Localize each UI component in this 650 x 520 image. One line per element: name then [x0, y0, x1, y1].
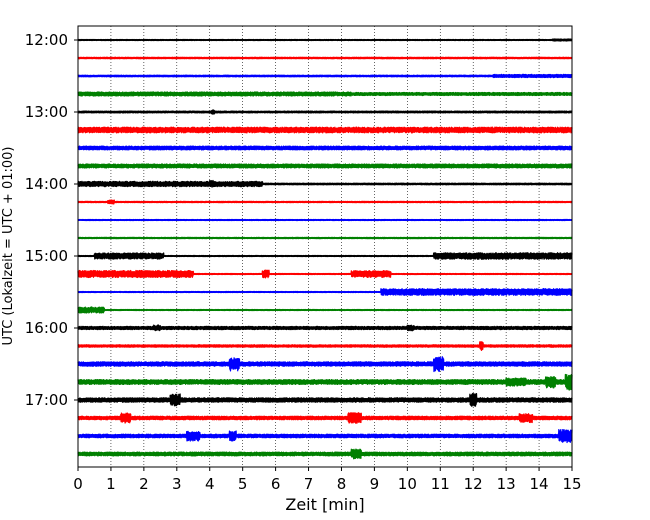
- trace-group: [77, 38, 573, 460]
- x-tick-label: 8: [337, 475, 347, 493]
- plot-frame: [77, 25, 573, 468]
- trace-1730: [77, 428, 573, 444]
- trace-1445: [77, 236, 573, 240]
- x-tick-label: 10: [398, 475, 417, 493]
- y-tick-label: 15:00: [25, 247, 68, 265]
- trace-1400: [77, 179, 573, 188]
- x-tick-label: 14: [530, 475, 549, 493]
- x-axis-label: Zeit [min]: [285, 495, 364, 514]
- y-tick-label: 13:00: [25, 103, 68, 121]
- trace-1345: [77, 163, 573, 169]
- x-tick-label: 15: [562, 475, 581, 493]
- trace-1745: [77, 448, 573, 460]
- x-tick-label: 13: [497, 475, 516, 493]
- x-axis: 0 1 2 3 4 5 6 7 8 9 10 11 12 13 14 15: [73, 467, 582, 493]
- trace-1530: [77, 288, 573, 296]
- trace-1330: [77, 145, 573, 151]
- x-tick-label: 7: [304, 475, 314, 493]
- trace-1630: [77, 356, 573, 373]
- y-tick-label: 12:00: [25, 31, 68, 49]
- x-tick-label: 9: [370, 475, 380, 493]
- y-axis: 12:00 13:00 14:00 15:00 16:00 17:00: [25, 31, 78, 409]
- trace-1700: [77, 392, 573, 407]
- trace-1515: [77, 269, 573, 279]
- y-tick-label: 17:00: [25, 391, 68, 409]
- trace-1415: [77, 199, 573, 205]
- x-tick-label: 0: [73, 475, 83, 493]
- trace-1300: [77, 109, 573, 115]
- trace-1600: [77, 324, 573, 332]
- x-tick-label: 4: [205, 475, 215, 493]
- trace-1245: [77, 91, 573, 97]
- y-tick-label: 16:00: [25, 319, 68, 337]
- trace-1645: [77, 373, 573, 391]
- x-tick-label: 5: [238, 475, 248, 493]
- x-tick-label: 6: [271, 475, 281, 493]
- x-tick-label: 11: [431, 475, 450, 493]
- plot-background: [78, 26, 572, 467]
- y-axis-label: UTC (Lokalzeit = UTC + 01:00): [1, 147, 16, 346]
- trace-1545: [77, 306, 573, 314]
- trace-1215: [77, 56, 573, 60]
- trace-1200: [77, 38, 573, 42]
- x-tick-label: 12: [464, 475, 483, 493]
- x-tick-label: 2: [139, 475, 149, 493]
- trace-1315: [77, 126, 573, 134]
- x-tick-label: 3: [172, 475, 182, 493]
- x-tick-label: 1: [106, 475, 116, 493]
- trace-1500: [77, 252, 573, 260]
- trace-1430: [77, 218, 573, 222]
- y-tick-label: 14:00: [25, 175, 68, 193]
- trace-1615: [77, 341, 573, 352]
- trace-1230: [77, 73, 573, 79]
- trace-1715: [77, 412, 573, 424]
